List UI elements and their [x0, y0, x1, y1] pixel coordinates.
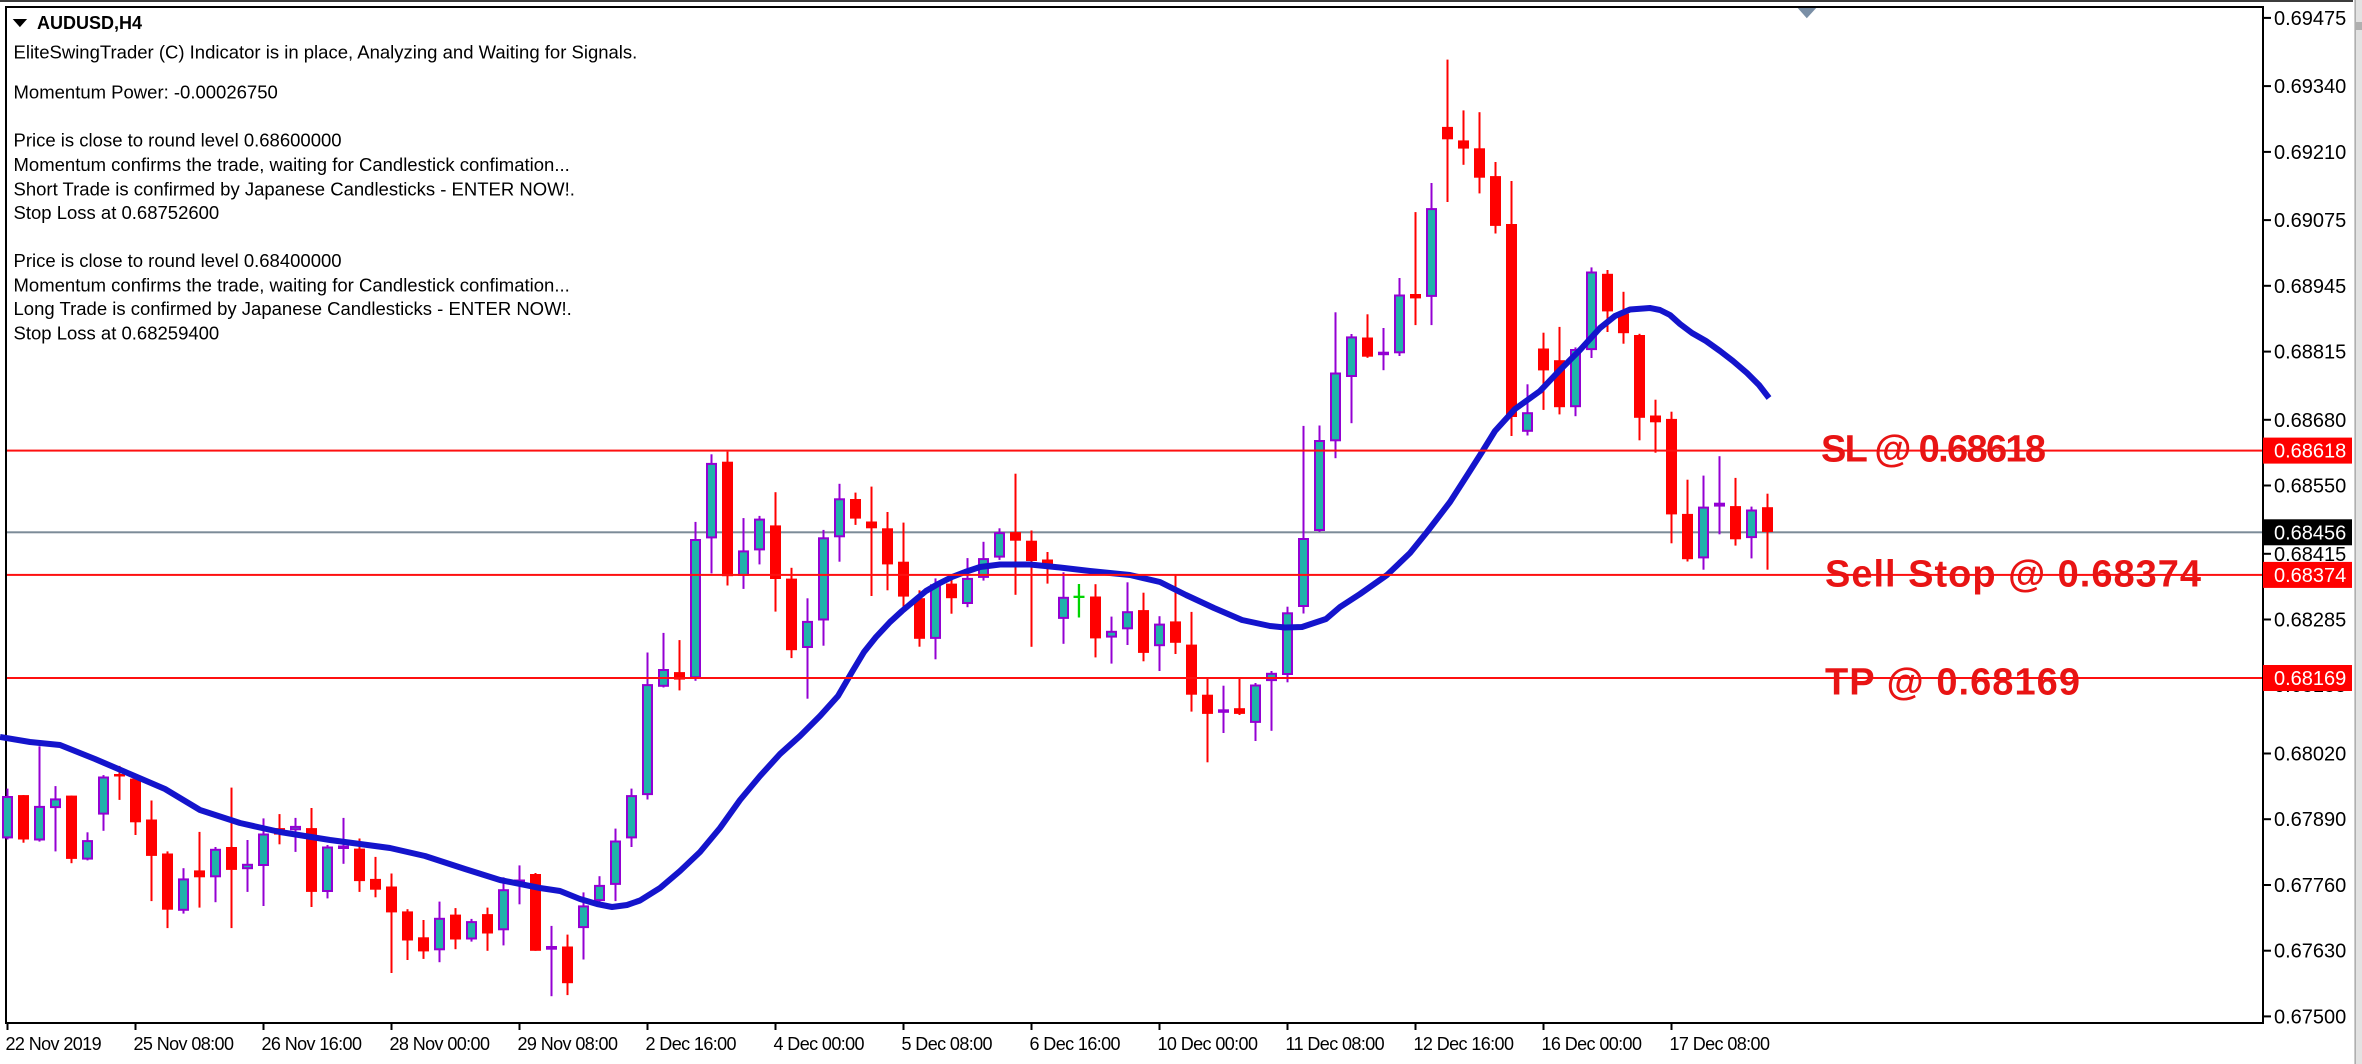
svg-text:0.69075: 0.69075: [2274, 210, 2346, 232]
svg-text:5 Dec 08:00: 5 Dec 08:00: [902, 1034, 993, 1054]
svg-text:0.69475: 0.69475: [2274, 8, 2346, 30]
svg-text:0.68415: 0.68415: [2274, 544, 2346, 566]
svg-text:11 Dec 08:00: 11 Dec 08:00: [1286, 1034, 1385, 1054]
svg-text:Price is close to round level: Price is close to round level 0.68600000: [14, 130, 342, 151]
svg-text:0.67890: 0.67890: [2274, 809, 2346, 831]
svg-text:0.68550: 0.68550: [2274, 476, 2346, 498]
svg-text:0.68456: 0.68456: [2274, 522, 2346, 544]
svg-text:0.68815: 0.68815: [2274, 342, 2346, 364]
svg-text:29 Nov 08:00: 29 Nov 08:00: [518, 1034, 618, 1054]
svg-text:4 Dec 00:00: 4 Dec 00:00: [774, 1034, 865, 1054]
svg-text:0.67630: 0.67630: [2274, 941, 2346, 963]
svg-text:Momentum confirms the trade, w: Momentum confirms the trade, waiting for…: [14, 154, 570, 175]
svg-text:Stop Loss at 0.68752600: Stop Loss at 0.68752600: [14, 202, 220, 223]
svg-text:Sell Stop @ 0.68374: Sell Stop @ 0.68374: [1825, 554, 2201, 596]
svg-text:17 Dec 08:00: 17 Dec 08:00: [1670, 1034, 1770, 1054]
svg-text:12 Dec 16:00: 12 Dec 16:00: [1414, 1034, 1514, 1054]
svg-text:25 Nov 08:00: 25 Nov 08:00: [134, 1034, 234, 1054]
svg-text:Momentum confirms the trade, w: Momentum confirms the trade, waiting for…: [14, 274, 570, 295]
svg-text:0.69340: 0.69340: [2274, 76, 2346, 98]
svg-text:28 Nov 00:00: 28 Nov 00:00: [390, 1034, 490, 1054]
svg-text:0.69210: 0.69210: [2274, 142, 2346, 164]
svg-text:0.67760: 0.67760: [2274, 875, 2346, 897]
svg-text:Short Trade is confirmed by Ja: Short Trade is confirmed by Japanese Can…: [14, 179, 575, 200]
svg-text:TP @ 0.68169: TP @ 0.68169: [1825, 662, 2080, 704]
svg-text:0.68618: 0.68618: [2274, 441, 2346, 463]
svg-text:0.68020: 0.68020: [2274, 744, 2346, 766]
svg-text:2 Dec 16:00: 2 Dec 16:00: [646, 1034, 737, 1054]
svg-text:26 Nov 16:00: 26 Nov 16:00: [262, 1034, 362, 1054]
svg-text:6 Dec 16:00: 6 Dec 16:00: [1030, 1034, 1121, 1054]
svg-text:22 Nov 2019: 22 Nov 2019: [6, 1034, 102, 1054]
svg-text:SL @ 0.68618: SL @ 0.68618: [1821, 429, 2046, 471]
svg-text:0.67500: 0.67500: [2274, 1006, 2346, 1028]
svg-text:16 Dec 00:00: 16 Dec 00:00: [1542, 1034, 1642, 1054]
svg-text:0.68285: 0.68285: [2274, 610, 2346, 632]
svg-text:AUDUSD,H4: AUDUSD,H4: [37, 13, 142, 33]
svg-text:0.68680: 0.68680: [2274, 410, 2346, 432]
svg-text:0.68374: 0.68374: [2274, 565, 2346, 587]
svg-text:Price is close to round level: Price is close to round level 0.68400000: [14, 250, 342, 271]
svg-text:0.68945: 0.68945: [2274, 276, 2346, 298]
svg-text:10 Dec 00:00: 10 Dec 00:00: [1158, 1034, 1258, 1054]
svg-text:Momentum Power: -0.00026750: Momentum Power: -0.00026750: [14, 82, 278, 103]
svg-text:Long Trade is confirmed by Jap: Long Trade is confirmed by Japanese Cand…: [14, 298, 572, 319]
svg-text:Stop Loss at 0.68259400: Stop Loss at 0.68259400: [14, 323, 220, 344]
svg-text:0.68169: 0.68169: [2274, 668, 2346, 690]
svg-text:EliteSwingTrader (C) Indicator: EliteSwingTrader (C) Indicator is in pla…: [14, 41, 638, 62]
